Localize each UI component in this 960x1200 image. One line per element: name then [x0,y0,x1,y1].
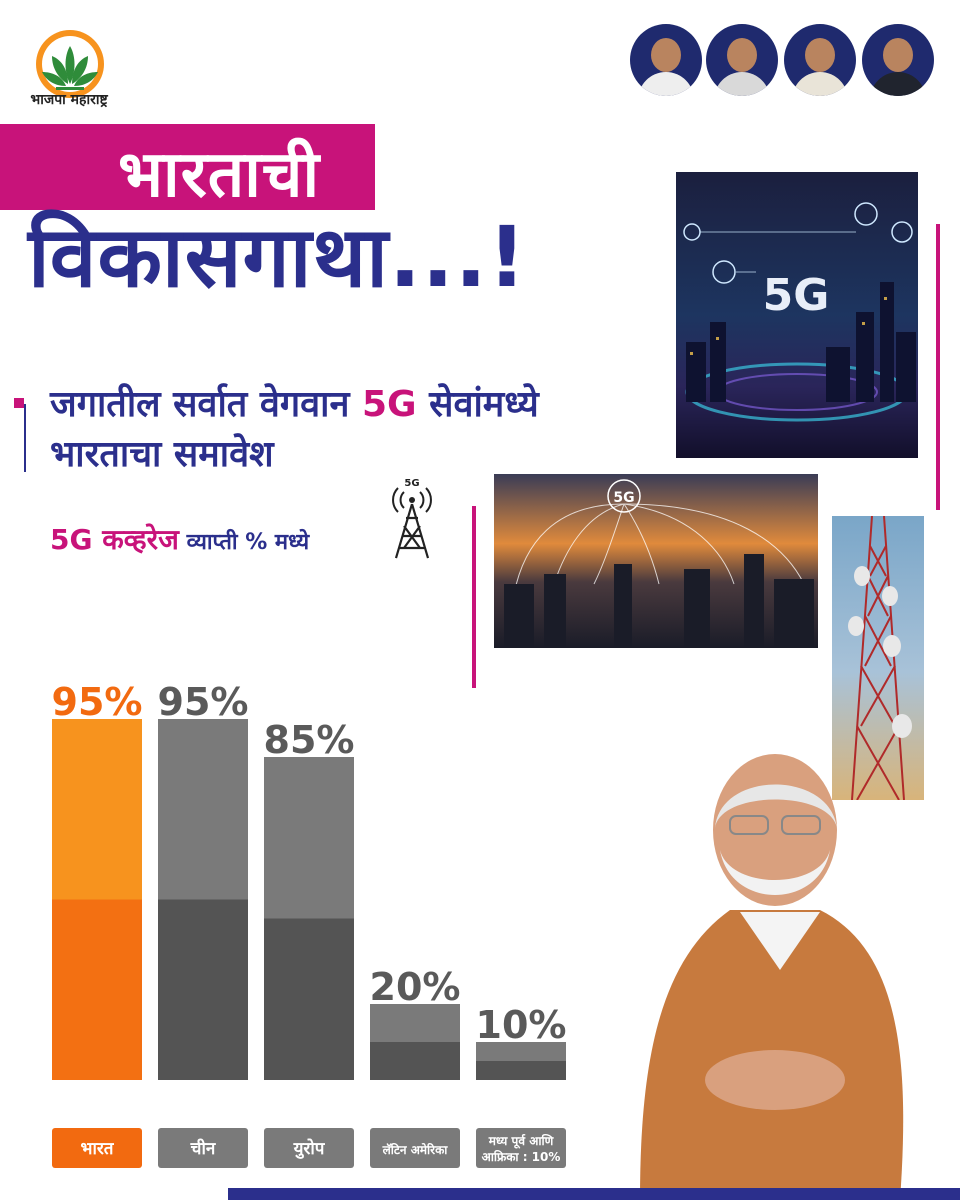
subheading-line1: जगातील सर्वात वेगवान 5G सेवांमध्ये [50,378,539,427]
category-label-4: आफ्रिका : 10% [482,1150,561,1164]
category-pill-0 [52,1128,142,1168]
category-pill-3 [370,1128,460,1168]
bar-shade-2 [264,918,354,1080]
coverage-bar-chart: 95% भारत 95% चीन 85% युरोप 20% लॅटिन अमेरिका 10%… [52,680,567,1168]
headline-line2: विकासगाथा...! [28,208,528,306]
leader-avatar [630,24,702,96]
value-label-1: 95% [158,680,249,724]
bjp-lotus-logo [36,30,104,98]
decorative-line [936,224,940,510]
city-5g-photo: 5G [676,172,918,458]
leader-avatar [706,24,778,96]
bullet-line [24,404,26,472]
bar-shade-1 [158,899,248,1080]
coverage-label: 5G कव्हरेज व्याप्ती % मध्ये [50,520,309,558]
category-label-4: मध्य पूर्व आणि [488,1134,555,1149]
category-label-1: चीन [190,1138,216,1159]
city-top-5g-label: 5G [763,270,830,321]
subheading-text: जगातील सर्वात वेगवान [50,384,362,425]
city-network-photo: 5G [494,474,818,648]
category-pill-4 [476,1128,566,1168]
bar-shade-0 [52,899,142,1080]
category-label-0: भारत [81,1139,115,1159]
bullet-marker [14,398,24,408]
logo-text: भाजपा महाराष्ट्र [30,92,108,108]
bar-shade-4 [476,1061,566,1080]
category-pill-1 [158,1128,248,1168]
leader-avatar [784,24,856,96]
city-mid-5g-label: 5G [613,490,634,506]
bottom-bar [228,1188,960,1200]
value-label-0: 95% [52,680,143,724]
coverage-label-main: 5G कव्हरेज [50,523,179,556]
subheading-text: सेवांमध्ये [416,384,539,425]
tower-icon-label: 5G [404,478,419,489]
telecom-tower-photo [832,516,924,800]
leader-portrait [590,754,960,1200]
value-label-3: 20% [370,965,461,1009]
subheading-highlight: 5G [361,384,417,425]
decorative-line [472,506,476,688]
value-label-4: 10% [476,1003,567,1047]
category-pill-2 [264,1128,354,1168]
value-label-2: 85% [264,718,355,762]
headline-line1: भारताची [118,138,321,212]
tower-signal-icon: 5G [392,478,432,559]
title-band [0,124,375,210]
subheading-line2: भारताचा समावेश [50,434,274,475]
category-label-3: लॅटिन अमेरिका [382,1143,449,1157]
coverage-label-unit: व्याप्ती % मध्ये [178,530,310,555]
category-label-2: युरोप [293,1138,326,1159]
leader-avatar [862,24,934,96]
bar-shade-3 [370,1042,460,1080]
